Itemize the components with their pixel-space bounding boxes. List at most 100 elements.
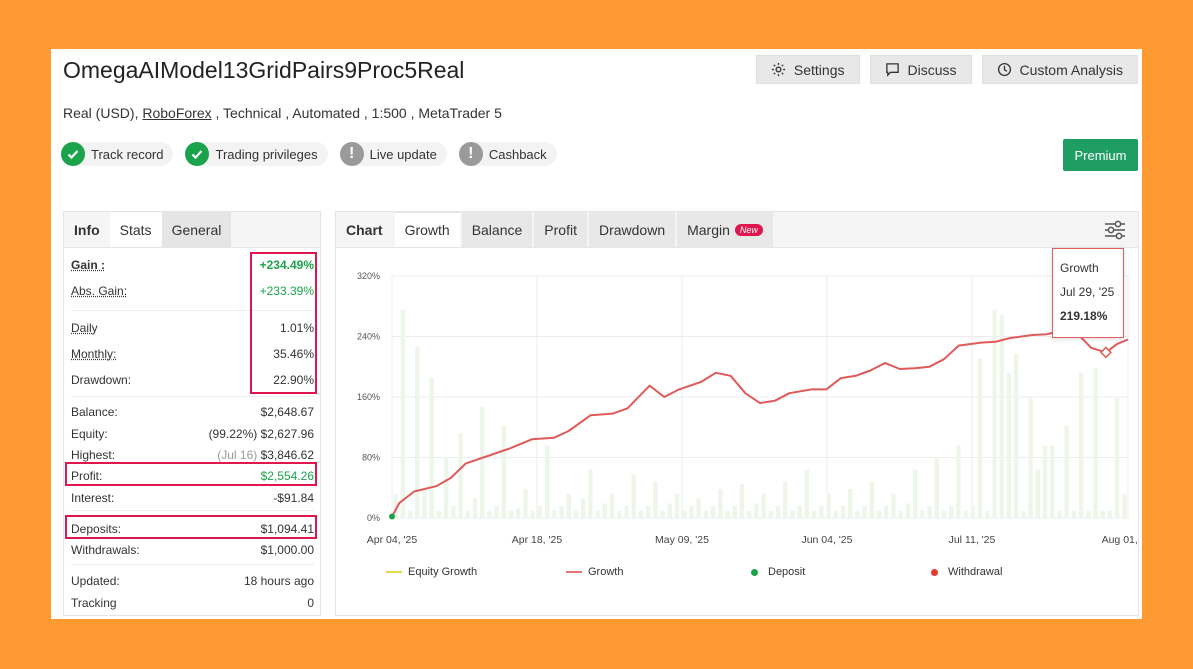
tab-margin[interactable]: Margin New (677, 212, 773, 247)
tab-stats[interactable]: Stats (109, 212, 162, 247)
top-buttons: Settings Discuss Custom Analysis (755, 55, 1138, 84)
tooltip-title: Growth (1060, 261, 1099, 275)
volume-bar (631, 474, 636, 518)
volume-bar (602, 503, 608, 518)
volume-bar (999, 314, 1004, 518)
volume-bar (855, 510, 860, 518)
volume-bar (797, 505, 802, 518)
tab-chart[interactable]: Chart (336, 212, 393, 247)
tab-profit[interactable]: Profit (534, 212, 587, 247)
volume-bar (862, 505, 867, 518)
volume-bar (956, 445, 961, 518)
volume-bar (898, 510, 903, 518)
stat-balance: Balance: $2,648.67 (71, 405, 314, 419)
stat-daily: Daily 1.01% (71, 321, 314, 335)
volume-bar (1057, 510, 1062, 518)
volume-bar (682, 510, 687, 518)
volume-bar (617, 510, 622, 518)
volume-bar (1050, 445, 1055, 518)
volume-bar (624, 505, 629, 518)
legend-equity-growth[interactable]: Equity Growth (386, 566, 477, 578)
volume-bar (516, 508, 521, 518)
tooltip-value: 219.18% (1060, 309, 1108, 323)
volume-bar (393, 493, 398, 518)
volume-bar (790, 510, 795, 518)
stats-panel: Info Stats General Gain : +234.49% Abs. G… (63, 211, 321, 616)
badge-label: Cashback (488, 146, 547, 162)
volume-bar (775, 505, 781, 518)
legend-line-icon (386, 571, 402, 573)
legend-deposit[interactable]: Deposit (751, 566, 805, 578)
deposit-point (389, 513, 395, 520)
volume-bar (718, 488, 723, 518)
tooltip-date: Jul 29, '25 (1060, 285, 1115, 299)
stat-abs-gain: Abs. Gain: +233.39% (71, 284, 314, 298)
tracking-label: Tracking (71, 596, 117, 610)
volume-bar (443, 457, 449, 518)
volume-bar (674, 493, 680, 518)
highlight-box-gain (250, 252, 317, 394)
volume-bar (595, 510, 600, 518)
y-tick-label: 240% (357, 332, 380, 342)
equity-pct: (99.22%) (208, 427, 258, 441)
y-tick-label: 80% (362, 453, 380, 463)
y-tick-label: 0% (367, 513, 380, 523)
volume-bar (747, 510, 752, 518)
meta-prefix: Real (USD), (63, 105, 143, 121)
profit-value: $2,554.26 (260, 469, 314, 483)
volume-bar (1006, 372, 1012, 518)
volume-bar (869, 481, 875, 518)
volume-bar (436, 510, 442, 518)
badge-track-record: Track record (61, 142, 174, 166)
tab-margin-label: Margin (687, 221, 730, 238)
tab-drawdown[interactable]: Drawdown (588, 212, 676, 247)
tab-growth[interactable]: Growth (394, 212, 460, 247)
volume-bar (934, 457, 939, 518)
legend-line-icon (566, 571, 582, 573)
legend-label: Growth (588, 566, 624, 578)
exclamation-icon: ! (458, 142, 483, 166)
volume-bar (891, 493, 896, 518)
badge-trading-privileges: Trading privileges (185, 142, 328, 166)
volume-bar (1028, 397, 1033, 518)
volume-bar (422, 488, 427, 518)
legend-label: Deposit (768, 566, 806, 578)
stat-gain: Gain : +234.49% (71, 258, 314, 272)
volume-bar (912, 469, 918, 518)
daily-value: 1.01% (279, 321, 314, 335)
custom-analysis-button[interactable]: Custom Analysis (981, 55, 1138, 84)
highlighted-point (1099, 346, 1112, 359)
tab-info[interactable]: Info (64, 212, 110, 247)
tab-general[interactable]: General (161, 212, 232, 247)
stat-profit: Profit: $2,554.26 (71, 469, 314, 483)
interest-value: -$91.84 (273, 491, 314, 505)
volume-bar (638, 510, 644, 518)
legend-growth[interactable]: Growth (566, 566, 623, 578)
volume-bar (653, 481, 658, 518)
x-tick-label: Aug 01, '25 (1102, 534, 1138, 546)
daily-label: Daily (71, 321, 98, 335)
volume-bar (566, 493, 571, 518)
broker-link[interactable]: RoboForex (142, 105, 212, 121)
volume-bar (415, 346, 420, 518)
premium-button[interactable]: Premium (1063, 139, 1138, 171)
volume-bar (609, 493, 615, 518)
volume-bar (761, 493, 766, 518)
legend-withdrawal[interactable]: Withdrawal (931, 566, 1002, 578)
volume-bar (754, 503, 759, 518)
settings-button[interactable]: Settings (755, 55, 860, 84)
stat-tracking: Tracking 0 (71, 596, 314, 610)
discuss-button[interactable]: Discuss (869, 55, 972, 84)
volume-bar (429, 377, 434, 518)
volume-bar (732, 505, 737, 518)
volume-bar (703, 510, 709, 518)
filter-settings-icon[interactable] (1104, 220, 1126, 245)
tab-balance[interactable]: Balance (461, 212, 533, 247)
volume-bar (573, 510, 579, 518)
volume-bar (508, 510, 514, 518)
gain-label: Gain : (71, 258, 106, 272)
volume-bar (487, 510, 492, 518)
volume-bar (840, 505, 846, 518)
chart-panel: Chart Growth Balance Profit Drawdown Mar… (335, 211, 1139, 616)
volume-bar (1122, 493, 1127, 518)
